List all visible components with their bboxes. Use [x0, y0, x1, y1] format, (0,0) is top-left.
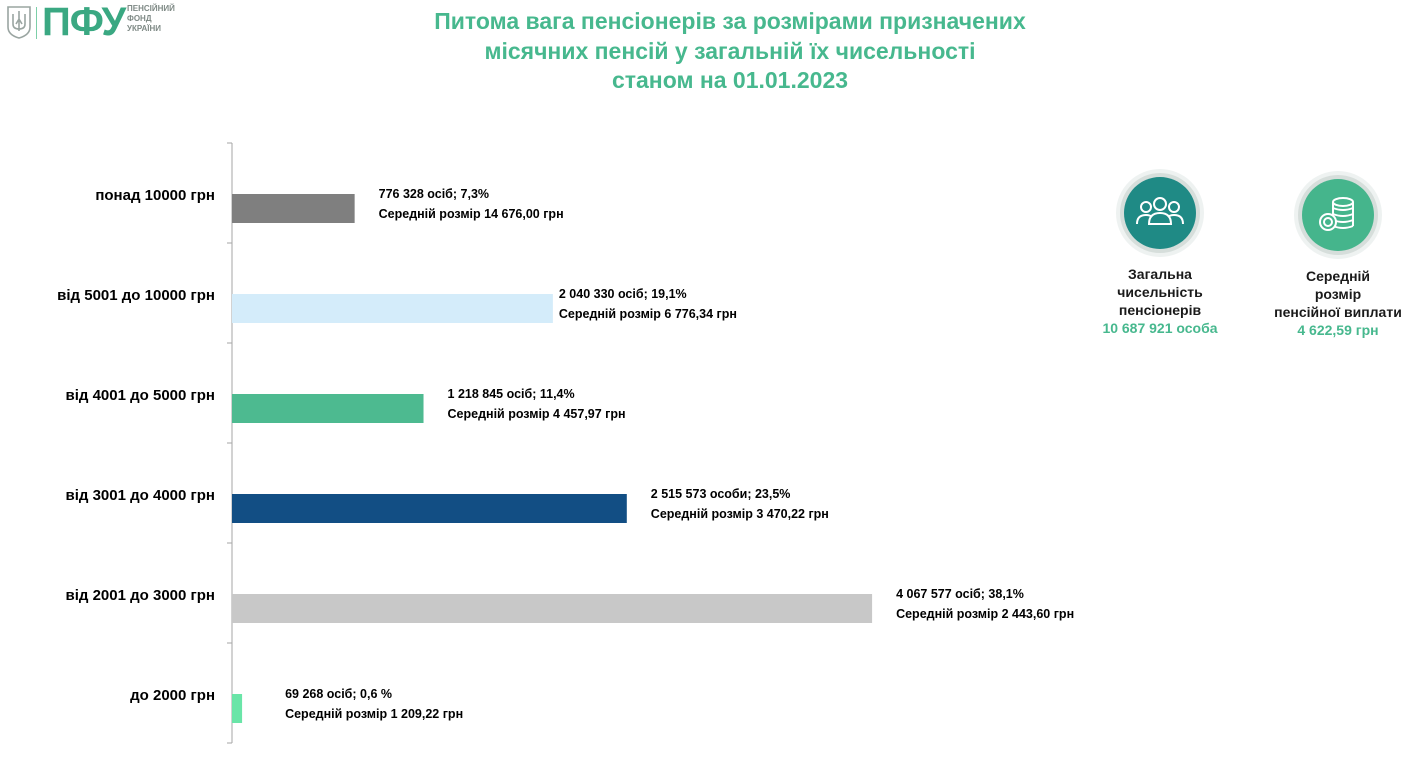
data-label-average: Середній розмір 2 443,60 грн [896, 607, 1074, 621]
bar [232, 394, 424, 423]
data-label-average: Середній розмір 3 470,22 грн [651, 507, 829, 521]
logo-org-name: ПЕНСІЙНИЙ ФОНД УКРАЇНИ [127, 4, 187, 34]
logo-abbreviation: ПФУ [42, 0, 126, 44]
data-label-count: 1 218 845 осіб; 11,4% [448, 387, 575, 401]
title-line: місячних пенсій у загальній їх чисельнос… [484, 37, 976, 64]
stat-label-line: пенсійної виплати [1274, 304, 1402, 320]
stat-label: Загальна чисельність пенсіонерів [1090, 265, 1230, 319]
stat-label-line: пенсіонерів [1118, 302, 1202, 318]
stat-label-line: чисельність [1117, 284, 1203, 300]
category-label: від 5001 до 10000 грн [57, 287, 215, 304]
data-label-count: 2 515 573 особи; 23,5% [651, 487, 791, 501]
category-label: понад 10000 грн [95, 187, 215, 204]
logo-separator [36, 7, 37, 39]
logo-org-name-line: ФОНД [127, 14, 152, 23]
bar [232, 494, 627, 523]
data-label-average: Середній розмір 4 457,97 грн [448, 407, 626, 421]
stat-total-pensioners: Загальна чисельність пенсіонерів 10 687 … [1090, 168, 1230, 337]
stat-label-line: розмір [1314, 286, 1362, 302]
stat-label: Середній розмір пенсійної виплати [1256, 267, 1406, 321]
category-label: до 2000 грн [130, 687, 215, 704]
coin-stack-icon [1294, 171, 1382, 259]
logo-org-name-line: УКРАЇНИ [127, 24, 162, 33]
data-label-count: 776 328 осіб; 7,3% [379, 187, 489, 201]
title-line: станом на 01.01.2023 [611, 67, 849, 93]
data-label-count: 2 040 330 осіб; 19,1% [559, 287, 687, 301]
trident-emblem-icon [7, 6, 31, 39]
stat-label-line: Середній [1305, 268, 1371, 284]
stat-icon-badge [1115, 168, 1205, 258]
people-group-icon [1116, 169, 1204, 257]
data-label-count: 69 268 осіб; 0,6 % [285, 687, 392, 701]
bar [232, 594, 873, 623]
bar [232, 294, 553, 323]
stat-average-pension: Середній розмір пенсійної виплати 4 622,… [1256, 170, 1406, 339]
data-label-average: Середній розмір 1 209,22 грн [285, 707, 463, 721]
stat-label-line: Загальна [1128, 266, 1192, 282]
logo-org-name-line: ПЕНСІЙНИЙ [127, 4, 175, 13]
category-label: від 4001 до 5000 грн [66, 387, 215, 404]
data-label-average: Середній розмір 6 776,34 грн [559, 307, 737, 321]
stat-value: 10 687 921 особа [1102, 320, 1218, 336]
pfu-logo: ПФУ ПЕНСІЙНИЙ ФОНД УКРАЇНИ [6, 0, 176, 44]
data-label-average: Середній розмір 14 676,00 грн [379, 207, 564, 221]
category-label: від 3001 до 4000 грн [66, 487, 215, 504]
stat-icon-badge [1293, 170, 1383, 260]
title-line: Питома вага пенсіонерів за розмірами при… [434, 8, 1026, 34]
category-label: від 2001 до 3000 грн [66, 587, 215, 604]
stat-value: 4 622,59 грн [1297, 322, 1379, 338]
chart-title: Питома вага пенсіонерів за розмірами при… [380, 7, 1080, 96]
bar [232, 194, 355, 223]
data-label-count: 4 067 577 осіб; 38,1% [896, 587, 1024, 601]
bar [232, 694, 243, 723]
